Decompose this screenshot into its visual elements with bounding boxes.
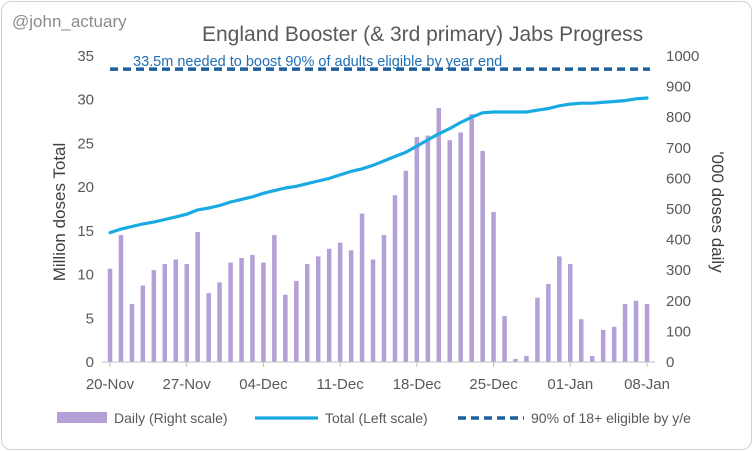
bar-daily-10-Dec	[326, 248, 332, 362]
bar-daily-30-Nov	[217, 282, 222, 362]
bar-daily-04-Jan	[600, 329, 606, 362]
bar-daily-01-Jan	[568, 264, 573, 362]
bar-daily-09-Dec	[316, 256, 321, 362]
bar-daily-06-Dec	[283, 294, 288, 362]
bar-daily-23-Nov	[140, 285, 146, 362]
legend-total-label: Total (Left scale)	[325, 410, 428, 426]
bar-daily-12-Dec	[348, 250, 354, 362]
y-left-tick-0: 0	[86, 354, 94, 371]
bar-daily-29-Dec	[535, 297, 540, 362]
x-tick-25-Dec: 25-Dec	[469, 376, 518, 393]
legend-target-label: 90% of 18+ eligible by y/e	[531, 410, 691, 426]
legend: Daily (Right scale) Total (Left scale) 90%…	[57, 410, 691, 426]
y-right-tick-700: 700	[666, 140, 691, 157]
y-right-tick-300: 300	[666, 262, 691, 279]
bar-daily-08-Dec	[305, 264, 310, 362]
bar-daily-17-Dec	[403, 170, 409, 363]
chart-title: England Booster (& 3rd primary) Jabs Pro…	[202, 23, 643, 46]
bar-daily-02-Jan	[579, 319, 584, 362]
bar-daily-04-Dec	[261, 262, 266, 362]
y-left-tick-10: 10	[77, 267, 94, 284]
bar-daily-26-Dec	[502, 316, 507, 362]
y-right-tick-400: 400	[666, 232, 691, 249]
bar-daily-18-Dec	[414, 137, 420, 362]
x-tick-11-Dec: 11-Dec	[316, 376, 364, 393]
y-axis-right-label: '000 doses daily	[708, 151, 727, 273]
y-right-tick-0: 0	[666, 354, 674, 371]
bar-daily-26-Nov	[173, 259, 178, 362]
bar-daily-22-Nov	[129, 303, 135, 362]
bar-daily-20-Nov	[107, 268, 113, 362]
y-right-tick-800: 800	[666, 109, 691, 126]
y-left-tick-5: 5	[86, 310, 94, 327]
y-right-tick-600: 600	[666, 170, 691, 187]
y-right-tick-100: 100	[666, 323, 691, 340]
bar-daily-07-Jan	[633, 300, 639, 362]
bar-daily-06-Jan	[622, 303, 628, 362]
bar-daily-05-Dec	[272, 235, 277, 362]
bar-daily-24-Nov	[151, 270, 157, 362]
bar-daily-02-Dec	[239, 258, 244, 362]
y-left-tick-20: 20	[77, 179, 94, 196]
bar-daily-16-Dec	[392, 195, 398, 362]
bar-daily-01-Dec	[228, 262, 233, 362]
bar-daily-29-Nov	[206, 293, 211, 362]
x-tick-18-Dec: 18-Dec	[393, 376, 442, 393]
bar-daily-05-Jan	[611, 326, 617, 362]
bar-daily-27-Dec	[513, 358, 518, 362]
bar-daily-21-Nov	[118, 235, 124, 362]
bar-daily-19-Dec	[425, 135, 431, 362]
bar-daily-03-Dec	[250, 254, 255, 362]
bar-daily-20-Dec	[436, 108, 441, 362]
bar-daily-25-Nov	[162, 264, 167, 362]
bar-daily-14-Dec	[370, 259, 376, 362]
y-right-tick-900: 900	[666, 79, 691, 96]
bar-daily-07-Dec	[294, 280, 299, 362]
bar-daily-25-Dec	[491, 212, 496, 362]
bar-daily-11-Dec	[337, 242, 343, 362]
bar-daily-31-Dec	[557, 256, 562, 362]
y-right-tick-500: 500	[666, 201, 691, 218]
legend-daily-label: Daily (Right scale)	[114, 410, 228, 426]
bar-daily-08-Jan	[644, 303, 650, 362]
axes-group: 0 5 10 15 20 25 30 35 0 100 200 300 400 500 600 700 800 9…	[77, 48, 699, 393]
bar-daily-27-Nov	[184, 264, 189, 362]
bar-daily-23-Dec	[469, 114, 474, 362]
x-tick-04-Dec: 04-Dec	[239, 376, 288, 393]
y-left-tick-35: 35	[77, 48, 94, 65]
x-tick-08-Jan: 08-Jan	[624, 376, 670, 393]
lines-group	[108, 67, 650, 235]
bar-daily-28-Nov	[195, 232, 200, 362]
y-left-tick-30: 30	[77, 92, 94, 109]
bars-group	[107, 108, 650, 363]
bar-daily-21-Dec	[447, 140, 452, 362]
bar-daily-15-Dec	[381, 235, 387, 362]
bar-daily-13-Dec	[359, 213, 365, 362]
line-total	[108, 96, 649, 235]
x-tick-20-Nov: 20-Nov	[86, 376, 135, 393]
x-tick-01-Jan: 01-Jan	[547, 376, 593, 393]
target-annotation: 33.5m needed to boost 90% of adults elig…	[133, 54, 502, 70]
bar-daily-30-Dec	[546, 284, 551, 362]
watermark-handle: @john_actuary	[12, 12, 127, 31]
y-right-tick-200: 200	[666, 293, 691, 310]
x-tick-27-Nov: 27-Nov	[163, 376, 212, 393]
bar-daily-24-Dec	[480, 150, 485, 362]
legend-daily-swatch	[57, 412, 107, 423]
y-left-tick-25: 25	[77, 135, 94, 152]
y-left-tick-15: 15	[77, 223, 94, 240]
bar-daily-28-Dec	[524, 355, 529, 362]
bar-daily-22-Dec	[458, 132, 463, 362]
bar-daily-03-Jan	[590, 355, 595, 362]
y-right-tick-1000: 1000	[666, 48, 699, 65]
y-axis-left-label: Million doses Total	[50, 143, 69, 282]
